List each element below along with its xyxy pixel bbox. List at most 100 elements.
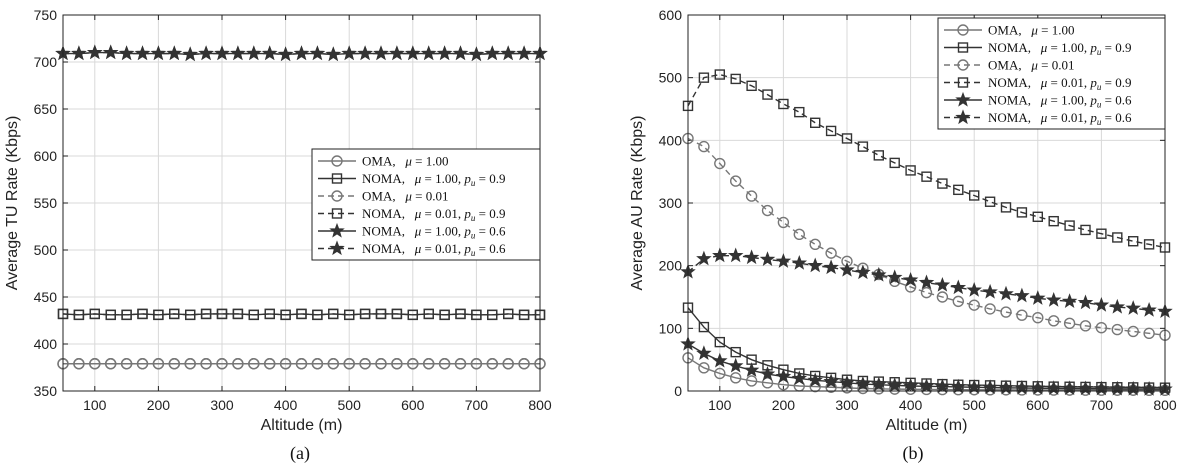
data-point (89, 358, 101, 370)
data-point (920, 286, 933, 299)
legend-label-5: NOMA, μ = 0.01, pu = 0.6 (988, 110, 1132, 127)
data-point (839, 374, 855, 390)
data-point (759, 365, 776, 381)
data-point (745, 375, 758, 387)
data-point (730, 73, 741, 85)
x-tick-label: 100 (708, 397, 732, 413)
data-point (1125, 300, 1141, 315)
legend-label-0: OMA, μ = 1.00 (362, 154, 448, 169)
x-tick-label: 100 (83, 397, 107, 413)
data-point (823, 373, 839, 389)
data-point (487, 309, 498, 321)
data-point (696, 345, 712, 360)
data-point (357, 45, 373, 61)
x-tick-label: 300 (210, 397, 234, 413)
data-point (1077, 380, 1094, 396)
data-point (1016, 309, 1028, 321)
data-point (232, 358, 244, 370)
legend-marker (329, 240, 345, 256)
data-point (216, 358, 228, 370)
data-point (73, 358, 85, 370)
data-point (436, 45, 453, 61)
y-axis-label: Average TU Rate (Kbps) (4, 116, 21, 291)
data-point (214, 45, 230, 61)
data-point (423, 358, 435, 370)
data-point (743, 249, 760, 265)
legend-marker (957, 42, 969, 53)
legend-label-3: NOMA, μ = 0.01, pu = 0.9 (988, 75, 1131, 92)
data-point (166, 45, 183, 61)
data-point (857, 141, 869, 152)
data-point (344, 309, 355, 321)
y-tick-label: 0 (674, 383, 682, 399)
data-point (775, 253, 792, 268)
series-4 (680, 335, 1173, 396)
data-point (746, 80, 757, 92)
series-2 (57, 358, 546, 370)
data-point (516, 45, 532, 61)
data-point (1109, 298, 1126, 314)
data-point (1016, 207, 1028, 218)
data-point (791, 255, 808, 270)
data-point (102, 44, 119, 60)
x-tick-label: 600 (401, 397, 425, 413)
x-tick-label: 500 (338, 397, 362, 413)
data-point (1080, 224, 1091, 236)
data-point (905, 165, 916, 176)
data-point (198, 45, 214, 61)
data-point (518, 309, 530, 321)
legend-label-4: NOMA, μ = 1.00, pu = 0.6 (362, 224, 506, 241)
data-point (810, 117, 821, 128)
data-point (1030, 290, 1046, 305)
data-point (791, 370, 808, 386)
legend-marker (957, 59, 969, 71)
data-point (807, 257, 823, 273)
legend-marker (331, 208, 343, 219)
data-point (121, 309, 132, 321)
data-point (423, 308, 434, 320)
data-point (455, 308, 466, 320)
data-point (293, 45, 310, 61)
data-point (937, 178, 948, 189)
data-point (468, 46, 485, 62)
data-point (745, 190, 758, 202)
data-point (502, 358, 514, 370)
data-point (1063, 317, 1076, 330)
data-point (1064, 220, 1075, 231)
x-tick-label: 800 (1153, 397, 1177, 413)
data-point (1093, 297, 1110, 312)
data-point (264, 358, 276, 370)
legend-label-4: NOMA, μ = 1.00, pu = 0.6 (988, 93, 1132, 110)
y-tick-label: 550 (34, 195, 58, 211)
data-point (1111, 323, 1124, 336)
x-axis-label: Altitude (m) (261, 417, 343, 434)
legend: OMA, μ = 1.00 NOMA, μ = 1.00, pu = 0.9OMA… (311, 148, 541, 261)
data-point (794, 106, 805, 118)
y-tick-label: 200 (659, 258, 683, 274)
data-point (953, 184, 964, 196)
data-point (503, 308, 514, 320)
data-point (698, 140, 710, 153)
data-point (439, 309, 450, 321)
data-point (311, 358, 324, 370)
data-point (73, 309, 85, 321)
data-point (1061, 293, 1078, 308)
data-point (309, 45, 326, 61)
data-point (168, 358, 181, 370)
data-point (150, 45, 167, 61)
data-point (889, 157, 900, 169)
data-point (982, 379, 998, 395)
data-point (452, 45, 469, 61)
data-point (1045, 291, 1062, 307)
x-tick-label: 200 (147, 397, 171, 413)
data-point (375, 308, 387, 320)
y-tick-label: 400 (34, 336, 58, 352)
data-point (793, 228, 805, 241)
data-point (1048, 215, 1059, 227)
y-tick-label: 600 (659, 7, 683, 23)
x-tick-label: 400 (274, 397, 298, 413)
data-point (730, 175, 742, 187)
legend-marker (331, 190, 343, 202)
data-point (118, 45, 135, 61)
y-tick-label: 750 (34, 7, 58, 23)
